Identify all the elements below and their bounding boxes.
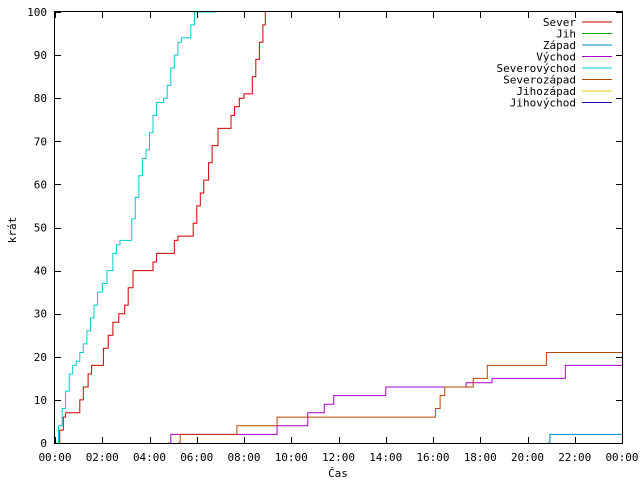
x-tick-label: 10:00 bbox=[275, 451, 308, 464]
y-axis-title: krát bbox=[6, 217, 19, 244]
x-tick-label: 02:00 bbox=[86, 451, 119, 464]
legend-label: Severozápad bbox=[503, 74, 576, 87]
y-axis: 0 10 20 30 40 50 60 70 80 90 100 bbox=[27, 6, 622, 450]
legend-label: Jihozápad bbox=[516, 85, 576, 98]
legend-label: Jih bbox=[556, 28, 576, 41]
series-line-2 bbox=[547, 433, 622, 444]
y-tick-label: 10 bbox=[34, 394, 47, 407]
x-tick-label: 18:00 bbox=[464, 451, 497, 464]
series-line-4 bbox=[56, 11, 216, 444]
x-axis: 00:00 02:00 04:00 06:00 08:00 10:00 12:00 14:00… bbox=[38, 12, 639, 464]
legend-label: Severovýchod bbox=[497, 62, 576, 75]
x-tick-label: 22:00 bbox=[558, 451, 591, 464]
legend-label: Sever bbox=[543, 16, 576, 29]
y-tick-label: 100 bbox=[27, 6, 47, 19]
legend: SeverJihZápadVýchodSeverovýchodSeverozáp… bbox=[497, 16, 612, 110]
plot-content bbox=[56, 11, 622, 444]
y-tick-label: 60 bbox=[34, 178, 47, 191]
y-tick-label: 50 bbox=[34, 222, 47, 235]
x-tick-label: 16:00 bbox=[416, 451, 449, 464]
y-tick-label: 30 bbox=[34, 308, 47, 321]
y-tick-label: 40 bbox=[34, 265, 47, 278]
x-tick-label: 12:00 bbox=[322, 451, 355, 464]
x-axis-title: Čas bbox=[328, 467, 348, 480]
legend-label: Jihovýchod bbox=[510, 97, 576, 110]
series-line-3 bbox=[168, 364, 622, 444]
y-tick-label: 70 bbox=[34, 135, 47, 148]
x-tick-label: 00:00 bbox=[38, 451, 71, 464]
x-tick-label: 20:00 bbox=[511, 451, 544, 464]
series-line-5 bbox=[177, 352, 622, 444]
x-tick-label: 00:00 bbox=[605, 451, 638, 464]
y-tick-label: 90 bbox=[34, 49, 47, 62]
x-tick-label: 06:00 bbox=[180, 451, 213, 464]
x-tick-label: 08:00 bbox=[227, 451, 260, 464]
legend-label: Východ bbox=[536, 51, 576, 64]
x-tick-label: 04:00 bbox=[133, 451, 166, 464]
legend-label: Západ bbox=[543, 39, 576, 52]
y-tick-label: 0 bbox=[40, 437, 47, 450]
plot-frame bbox=[54, 11, 623, 444]
y-tick-label: 80 bbox=[34, 92, 47, 105]
x-tick-label: 14:00 bbox=[369, 451, 402, 464]
y-tick-label: 20 bbox=[34, 351, 47, 364]
series-line-0 bbox=[57, 12, 266, 444]
